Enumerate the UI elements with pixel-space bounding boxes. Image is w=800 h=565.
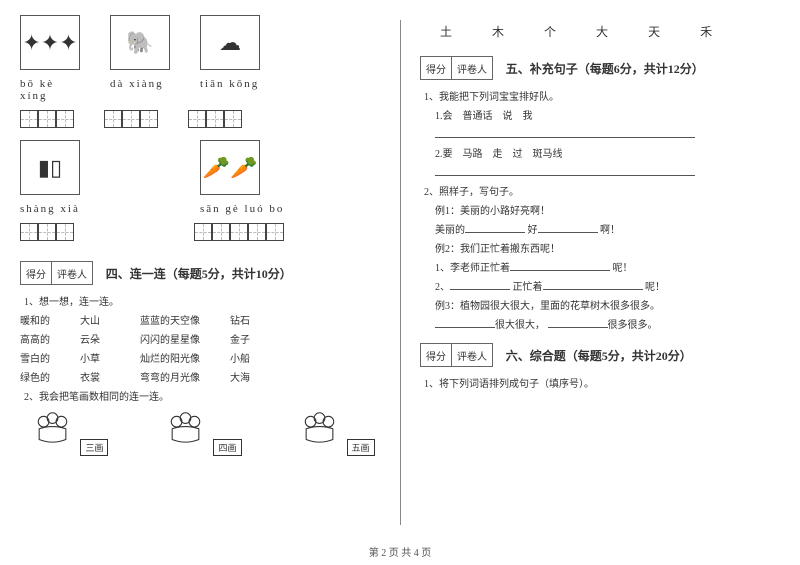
sec4-header: 得分 评卷人 四、连一连（每题5分，共计10分） bbox=[20, 253, 380, 289]
q52: 2、照样子，写句子。 bbox=[424, 183, 780, 198]
score-label: 得分 bbox=[421, 57, 452, 79]
grader-label: 评卷人 bbox=[52, 262, 92, 284]
pic-books: ▮▯ bbox=[20, 140, 80, 195]
match-row[interactable]: 高高的云朵闪闪的星星像金子 bbox=[20, 331, 380, 346]
pinyin-row-2: shàng xià sān gè luó bo bbox=[20, 200, 380, 218]
score-label: 得分 bbox=[421, 344, 452, 366]
q51a: 1.会 普通话 说 我 bbox=[435, 107, 780, 122]
char-item: 个 bbox=[544, 23, 556, 40]
match-row[interactable]: 雪白的小草灿烂的阳光像小船 bbox=[20, 350, 380, 365]
q51: 1、我能把下列词宝宝排好队。 bbox=[424, 88, 780, 103]
sec5-header: 得分 评卷人 五、补充句子（每题6分，共计12分） bbox=[420, 48, 780, 84]
char-item: 禾 bbox=[700, 23, 712, 40]
char-row: 土木个大天禾 bbox=[440, 23, 780, 40]
flower-item[interactable]: 五画 bbox=[292, 411, 375, 456]
tian-4[interactable] bbox=[20, 223, 74, 241]
score-label: 得分 bbox=[21, 262, 52, 284]
pinyin-2: dà xiàng bbox=[110, 78, 170, 102]
score-box-6: 得分 评卷人 bbox=[420, 343, 493, 367]
pinyin-1: bō kè xíng bbox=[20, 78, 80, 102]
pinyin-row-1: bō kè xíng dà xiàng tiān kōng bbox=[20, 75, 380, 105]
match-row[interactable]: 暖和的大山蓝蓝的天空像钻石 bbox=[20, 312, 380, 327]
sec6-title: 六、综合题（每题5分，共计20分） bbox=[506, 349, 692, 363]
ex2-2[interactable]: 2、 正忙着 呢！ bbox=[435, 278, 780, 293]
flower-item[interactable]: 四画 bbox=[158, 411, 241, 456]
ex2-2b: 正忙着 bbox=[513, 282, 543, 293]
char-item: 大 bbox=[596, 23, 608, 40]
ex1-a: 美丽的 bbox=[435, 225, 465, 236]
ex2: 例2：我们正忙着搬东西呢！ bbox=[435, 240, 780, 255]
page-footer: 第 2 页 共 4 页 bbox=[0, 544, 800, 559]
ex1-b: 好 bbox=[528, 225, 538, 236]
char-item: 土 bbox=[440, 23, 452, 40]
tian-1[interactable] bbox=[20, 110, 74, 128]
pinyin-5: sān gè luó bo bbox=[200, 203, 320, 215]
pic-elephant: 🐘 bbox=[110, 15, 170, 70]
ex3-a: 很大很大， bbox=[495, 320, 545, 331]
pinyin-3: tiān kōng bbox=[200, 78, 260, 102]
q41: 1、想一想，连一连。 bbox=[24, 293, 380, 308]
ex1-fill[interactable]: 美丽的 好 啊！ bbox=[435, 221, 780, 236]
ex1: 例1：美丽的小路好亮啊！ bbox=[435, 202, 780, 217]
ex2-1[interactable]: 1、李老师正忙着 呢！ bbox=[435, 259, 780, 274]
ex2-2a: 2、 bbox=[435, 282, 450, 293]
grader-label: 评卷人 bbox=[452, 57, 492, 79]
pic-sky: ☁ bbox=[200, 15, 260, 70]
ex1-c: 啊！ bbox=[600, 225, 620, 236]
tian-5[interactable] bbox=[194, 223, 284, 241]
left-column: ✦✦✦ 🐘 ☁ bō kè xíng dà xiàng tiān kōng ▮▯… bbox=[0, 0, 400, 565]
pic-stars: ✦✦✦ bbox=[20, 15, 80, 70]
flower-item[interactable]: 三画 bbox=[25, 411, 108, 456]
grader-label: 评卷人 bbox=[452, 344, 492, 366]
sec6-header: 得分 评卷人 六、综合题（每题5分，共计20分） bbox=[420, 335, 780, 371]
grid-row-1 bbox=[20, 110, 380, 128]
ex3-fill[interactable]: 很大很大， 很多很多。 bbox=[435, 316, 780, 331]
ex2-1a: 1、李老师正忙着 bbox=[435, 263, 510, 274]
blank-1[interactable] bbox=[435, 126, 780, 141]
char-item: 天 bbox=[648, 23, 660, 40]
pinyin-4: shàng xià bbox=[20, 203, 80, 215]
ex2-1b: 呢！ bbox=[613, 263, 633, 274]
blank-2[interactable] bbox=[435, 164, 780, 179]
match-table: 暖和的大山蓝蓝的天空像钻石高高的云朵闪闪的星星像金子雪白的小草灿烂的阳光像小船绿… bbox=[20, 312, 380, 384]
ex3-b: 很多很多。 bbox=[608, 320, 658, 331]
flower-row: 三画 四画 五画 bbox=[20, 411, 380, 456]
sec5-title: 五、补充句子（每题6分，共计12分） bbox=[506, 62, 704, 76]
score-box-5: 得分 评卷人 bbox=[420, 56, 493, 80]
tian-2[interactable] bbox=[104, 110, 158, 128]
ex2-2c: 呢！ bbox=[645, 282, 665, 293]
right-column: 土 木 个 大 天 禾 得分 评卷人 五、补充句子（每题6分，共计12分） 1、我能把下列… bbox=[400, 0, 800, 565]
score-box-4: 得分 评卷人 bbox=[20, 261, 93, 285]
pic-row-1: ✦✦✦ 🐘 ☁ bbox=[20, 15, 380, 70]
tian-3[interactable] bbox=[188, 110, 242, 128]
sec4-title: 四、连一连（每题5分，共计10分） bbox=[106, 267, 292, 281]
ex3: 例3：植物园很大很大，里面的花草树木很多很多。 bbox=[435, 297, 780, 312]
grid-row-2 bbox=[20, 223, 380, 241]
char-item: 木 bbox=[492, 23, 504, 40]
q51b: 2.要 马路 走 过 斑马线 bbox=[435, 145, 780, 160]
q42: 2、我会把笔画数相同的连一连。 bbox=[24, 388, 380, 403]
match-row[interactable]: 绿色的衣裳弯弯的月光像大海 bbox=[20, 369, 380, 384]
q61: 1、将下列词语排列成句子（填序号）。 bbox=[424, 375, 780, 390]
pic-row-2: ▮▯ 🥕🥕 bbox=[20, 140, 380, 195]
pic-carrot: 🥕🥕 bbox=[200, 140, 260, 195]
